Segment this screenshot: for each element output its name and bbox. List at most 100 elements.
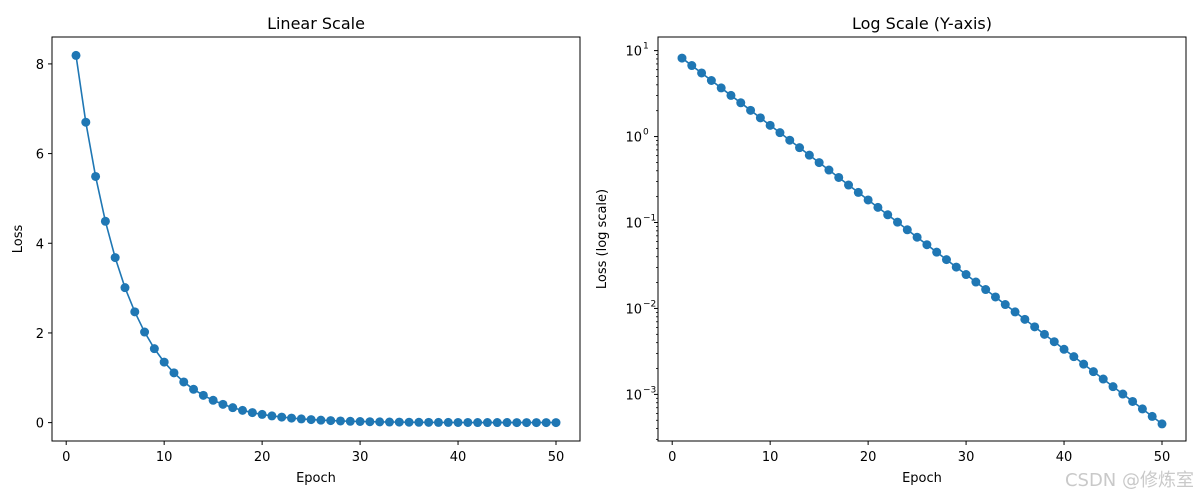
data-point [522,418,532,428]
data-point [551,418,561,428]
data-point [844,180,854,190]
x-tick-label: 0 [668,450,676,465]
series-line [75,55,557,424]
data-point [941,255,951,265]
data-point [492,418,502,428]
y-axis-label: Loss (log scale) [595,189,610,289]
y-tick-label: 6 [36,148,44,163]
x-tick-label: 10 [762,450,779,465]
data-point [687,61,697,71]
data-point [814,158,824,168]
data-point [198,390,208,400]
data-point [130,307,140,317]
data-point [1088,367,1098,377]
data-point [159,357,169,367]
chart-title: Log Scale (Y-axis) [852,14,992,33]
plot-frame [51,36,581,442]
data-point [677,53,687,63]
data-point [1108,382,1118,392]
data-point [218,399,228,409]
x-axis-label: Epoch [902,471,942,486]
data-point [736,98,746,108]
x-tick-label: 40 [1056,450,1073,465]
plot-frame [657,36,1187,442]
data-point [463,417,473,427]
data-point [267,411,277,421]
y-tick-exponent: −3 [643,385,656,395]
data-point [81,117,91,127]
y-tick-label: 0 [36,417,44,432]
data-point [541,418,551,428]
data-point [716,83,726,93]
data-point [883,210,893,220]
data-point [208,395,218,405]
data-point [394,417,404,427]
data-point [424,417,434,427]
data-point [873,202,883,212]
data-point [961,270,971,280]
data-point [1010,307,1020,317]
linear-scale-chart: Linear Scale 0 10 20 30 40 50 0 2 4 6 8 Epoch Loss [11,14,581,486]
data-point [326,416,336,426]
data-point [824,165,834,175]
y-tick-exponent: 1 [643,42,649,52]
data-point [765,120,775,130]
data-point [1059,344,1069,354]
data-point [296,414,306,424]
data-point [91,171,101,181]
x-tick-label: 50 [1154,450,1171,465]
x-tick-label: 10 [156,450,173,465]
y-tick-label: 2 [36,327,44,342]
data-point [697,68,707,78]
data-point [316,415,326,425]
data-point [863,195,873,205]
data-point [990,292,1000,302]
data-point [384,417,394,427]
x-tick-label: 40 [450,450,467,465]
data-point [755,113,765,123]
data-point [482,418,492,428]
data-point [335,416,345,426]
data-point [345,416,355,426]
y-tick-label: 10 [625,45,642,60]
data-point [512,418,522,428]
x-tick-label: 20 [254,450,271,465]
data-point [502,418,512,428]
data-point [1157,419,1167,429]
data-point [746,105,756,115]
x-tick-label: 20 [860,450,877,465]
y-tick-label: 10 [625,388,642,403]
x-tick-label: 50 [548,450,565,465]
data-point [1030,322,1040,332]
data-point [189,384,199,394]
data-point [1118,389,1128,399]
data-point [355,417,365,427]
x-tick-label: 0 [62,450,70,465]
data-point [922,240,932,250]
data-point [785,135,795,145]
data-point [140,327,150,337]
data-point [706,76,716,86]
x-tick-label: 30 [352,450,369,465]
data-point [1069,352,1079,362]
data-point [893,217,903,227]
data-point [120,283,130,293]
data-point [453,417,463,427]
data-point [100,216,110,226]
data-point [277,412,287,422]
y-tick-exponent: 0 [643,128,649,138]
data-point [932,247,942,257]
data-point [971,277,981,287]
chart-title: Linear Scale [267,14,365,33]
data-point [981,285,991,295]
data-point [365,417,375,427]
y-tick-label: 8 [36,58,44,73]
data-point [110,253,120,263]
data-point [834,172,844,182]
data-point [247,408,257,418]
y-tick-label: 4 [36,237,44,252]
data-point [257,409,267,419]
data-point [902,225,912,235]
y-tick-exponent: −2 [643,299,656,309]
data-point [287,413,297,423]
